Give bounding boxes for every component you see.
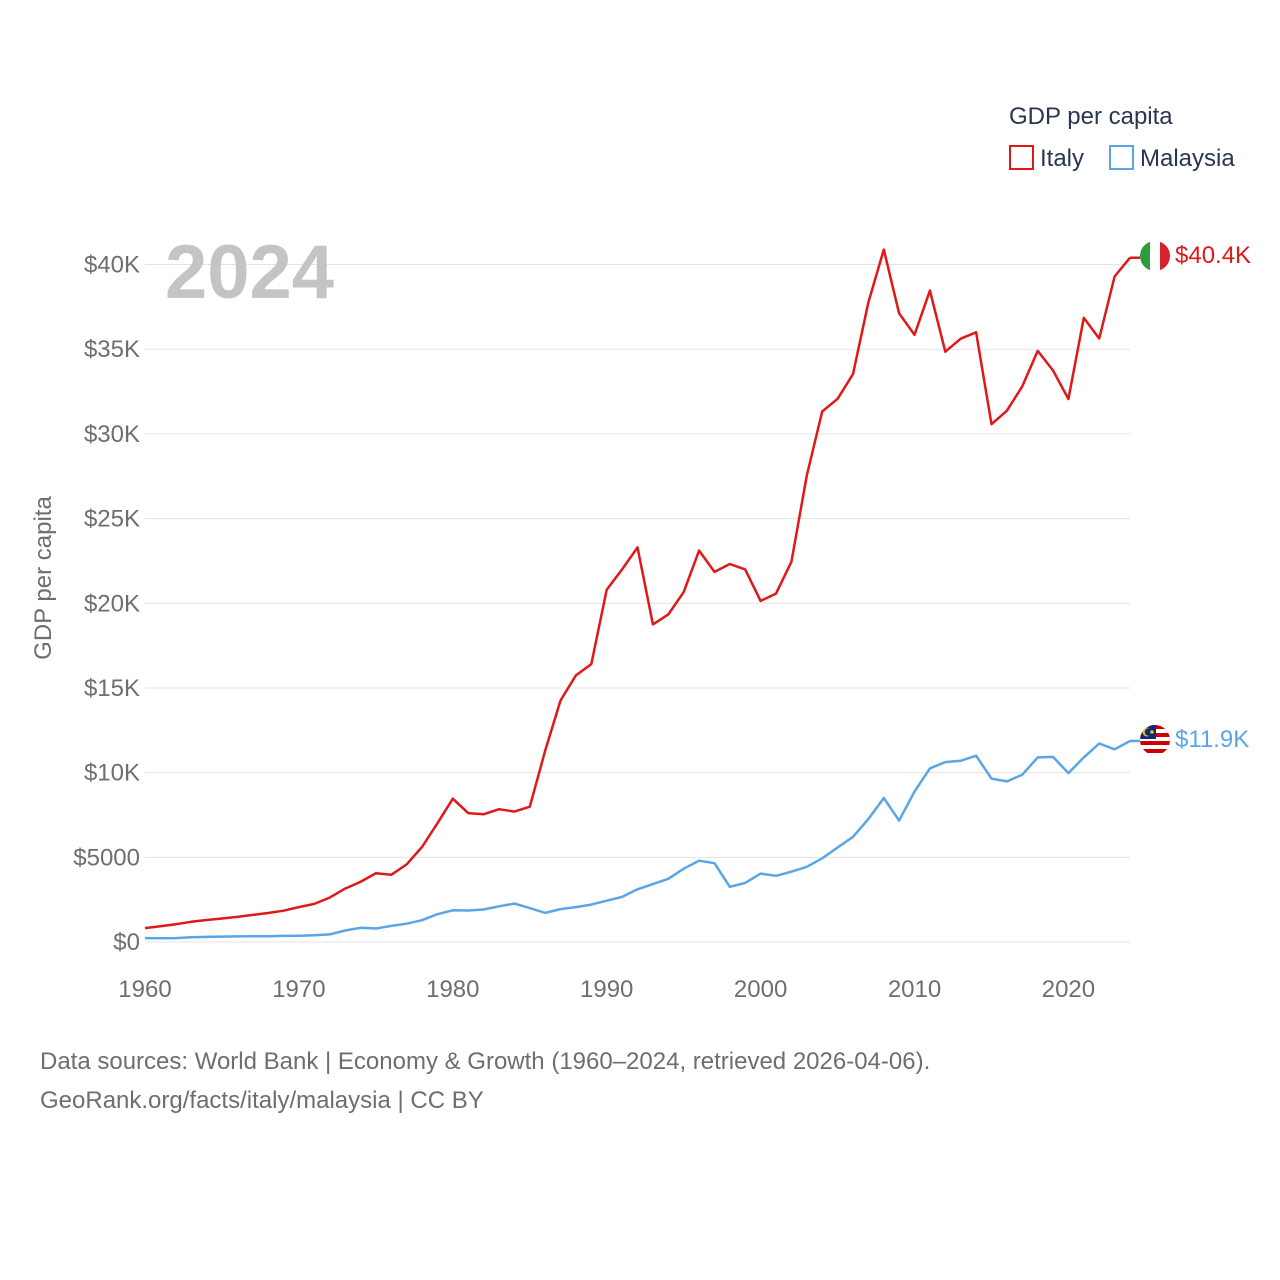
y-axis-ticks: $0 $5000 $10K $15K $20K $25K $30K $35K $40K xyxy=(73,252,140,957)
series-line-italy xyxy=(144,248,1131,930)
legend: GDP per capita Italy Malaysia xyxy=(1009,103,1235,172)
legend-label-malaysia: Malaysia xyxy=(1140,145,1235,172)
y-tick-label: $15K xyxy=(84,675,140,702)
malaysia-end-label: $11.9K xyxy=(1175,726,1249,753)
italy-flag-icon xyxy=(1140,241,1170,271)
legend-title: GDP per capita xyxy=(1009,103,1173,130)
y-tick-label: $10K xyxy=(84,760,140,787)
footer: Data sources: World Bank | Economy & Gro… xyxy=(40,1042,930,1120)
series-group xyxy=(144,248,1140,940)
x-tick-label: 2010 xyxy=(888,976,941,1003)
y-tick-label: $35K xyxy=(84,336,140,363)
year-label: 2024 xyxy=(165,230,334,315)
y-tick-label: $20K xyxy=(84,590,140,617)
y-tick-label: $40K xyxy=(84,252,140,279)
x-axis-ticks: 1960 1970 1980 1990 2000 2010 2020 xyxy=(118,976,1095,1003)
legend-swatch-italy xyxy=(1009,145,1034,170)
gdp-line-chart: $0 $5000 $10K $15K $20K $25K $30K $35K $40K 1960… xyxy=(30,103,1251,1003)
grid-lines xyxy=(145,264,1130,943)
y-tick-label: $25K xyxy=(84,506,140,533)
y-tick-label: $30K xyxy=(84,421,140,448)
x-tick-label: 1970 xyxy=(272,976,325,1003)
malaysia-flag-icon xyxy=(1140,725,1170,755)
legend-swatch-malaysia xyxy=(1109,145,1134,170)
attribution-link[interactable]: GeoRank.org/facts/italy/malaysia | CC BY xyxy=(40,1087,484,1114)
italy-end-label: $40.4K xyxy=(1175,242,1251,269)
x-tick-label: 1990 xyxy=(580,976,633,1003)
series-line-malaysia xyxy=(144,739,1131,940)
legend-label-italy: Italy xyxy=(1040,145,1084,172)
y-tick-label: $0 xyxy=(113,929,140,956)
y-axis-label: GDP per capita xyxy=(30,496,57,660)
data-sources-text: Data sources: World Bank | Economy & Gro… xyxy=(40,1048,931,1075)
y-tick-label: $5000 xyxy=(73,844,140,871)
x-tick-label: 1960 xyxy=(118,976,171,1003)
x-tick-label: 1980 xyxy=(426,976,479,1003)
x-tick-label: 2000 xyxy=(734,976,787,1003)
x-tick-label: 2020 xyxy=(1042,976,1095,1003)
